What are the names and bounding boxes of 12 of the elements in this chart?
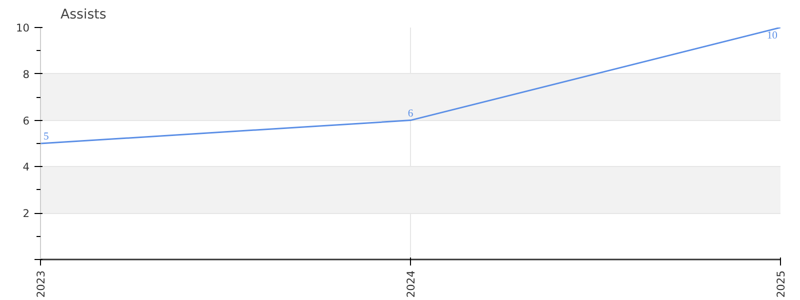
data-label: 6: [408, 108, 414, 120]
y-tick-label: 2: [22, 207, 30, 220]
y-tick-label: 8: [22, 68, 30, 81]
data-label: 10: [766, 30, 778, 42]
y-tick-label: 6: [22, 114, 30, 128]
y-tick-label: 10: [16, 22, 30, 34]
x-tick-label: 2023: [34, 270, 48, 298]
data-label: 5: [44, 132, 49, 142]
chart-title: Assists: [60, 8, 106, 22]
y-tick-label: 4: [22, 160, 30, 174]
x-tick-label: 2024: [404, 270, 418, 298]
x-tick-label: 2025: [774, 270, 788, 298]
